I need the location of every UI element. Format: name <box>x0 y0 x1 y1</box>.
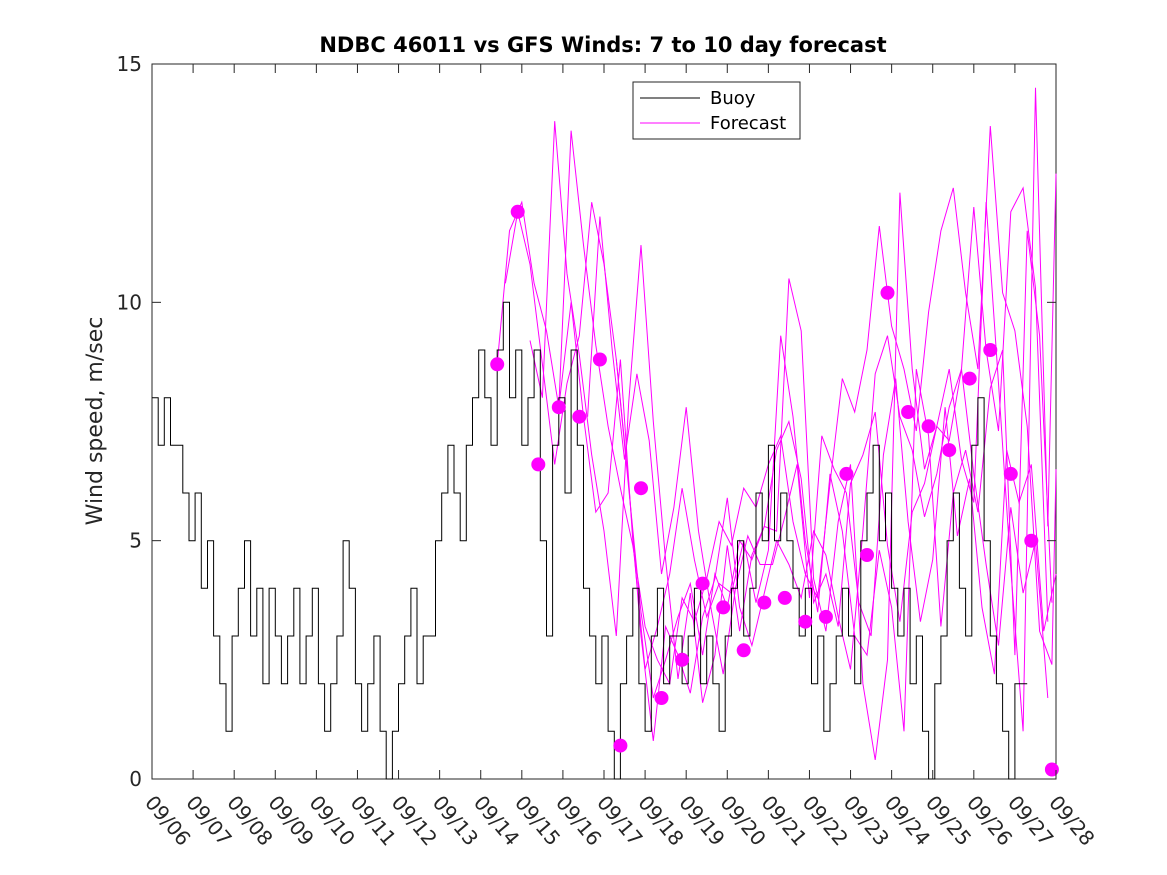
forecast-point <box>716 600 731 615</box>
legend-label-forecast: Forecast <box>710 113 786 134</box>
legend: Buoy Forecast <box>632 81 801 140</box>
forecast-point <box>551 400 566 415</box>
forecast-point <box>510 204 525 219</box>
forecast-point <box>860 548 874 562</box>
chart-title: NDBC 46011 vs GFS Winds: 7 to 10 day for… <box>319 33 886 57</box>
forecast-point <box>695 576 710 591</box>
forecast-point <box>962 371 977 386</box>
forecast-point <box>634 481 648 496</box>
y-tick-label: 0 <box>129 767 142 791</box>
buoy-line <box>152 301 1028 780</box>
legend-label-buoy: Buoy <box>710 88 756 109</box>
forecast-point <box>572 409 587 424</box>
forecast-point <box>798 614 813 629</box>
plot-frame <box>151 63 1057 780</box>
forecast-line <box>558 230 1053 732</box>
forecast-point <box>490 357 505 372</box>
forecast-point <box>613 738 628 753</box>
forecast-point <box>675 652 690 667</box>
forecast-line <box>587 216 1057 675</box>
forecast-point <box>921 419 936 434</box>
y-tick-label: 5 <box>129 529 142 553</box>
forecast-point <box>942 443 957 458</box>
y-tick-label: 10 <box>117 290 142 314</box>
forecast-line <box>496 125 1057 686</box>
forecast-line <box>615 335 1049 741</box>
forecast-point <box>901 405 916 419</box>
forecast-point <box>777 590 792 605</box>
forecast-point <box>839 466 854 481</box>
forecast-point <box>654 691 669 705</box>
forecast-point <box>592 352 607 367</box>
forecast-point <box>736 643 751 658</box>
series-layer <box>152 87 1057 780</box>
forecast-point <box>983 343 998 357</box>
forecast-points <box>490 204 1059 777</box>
forecast-point <box>531 457 546 472</box>
forecast-point <box>1044 762 1059 777</box>
forecast-line <box>504 186 1049 699</box>
y-axis-label: Wind speed, m/sec <box>83 317 108 526</box>
legend-box <box>632 81 801 140</box>
forecast-point <box>757 595 772 610</box>
plot-area <box>151 63 1059 780</box>
forecast-point <box>818 609 833 624</box>
y-tick-label: 15 <box>117 52 142 76</box>
forecast-point <box>1003 466 1018 481</box>
forecast-point <box>880 285 895 300</box>
y-axis: 0 5 10 15 <box>117 52 1056 791</box>
forecast-point <box>1024 533 1039 548</box>
